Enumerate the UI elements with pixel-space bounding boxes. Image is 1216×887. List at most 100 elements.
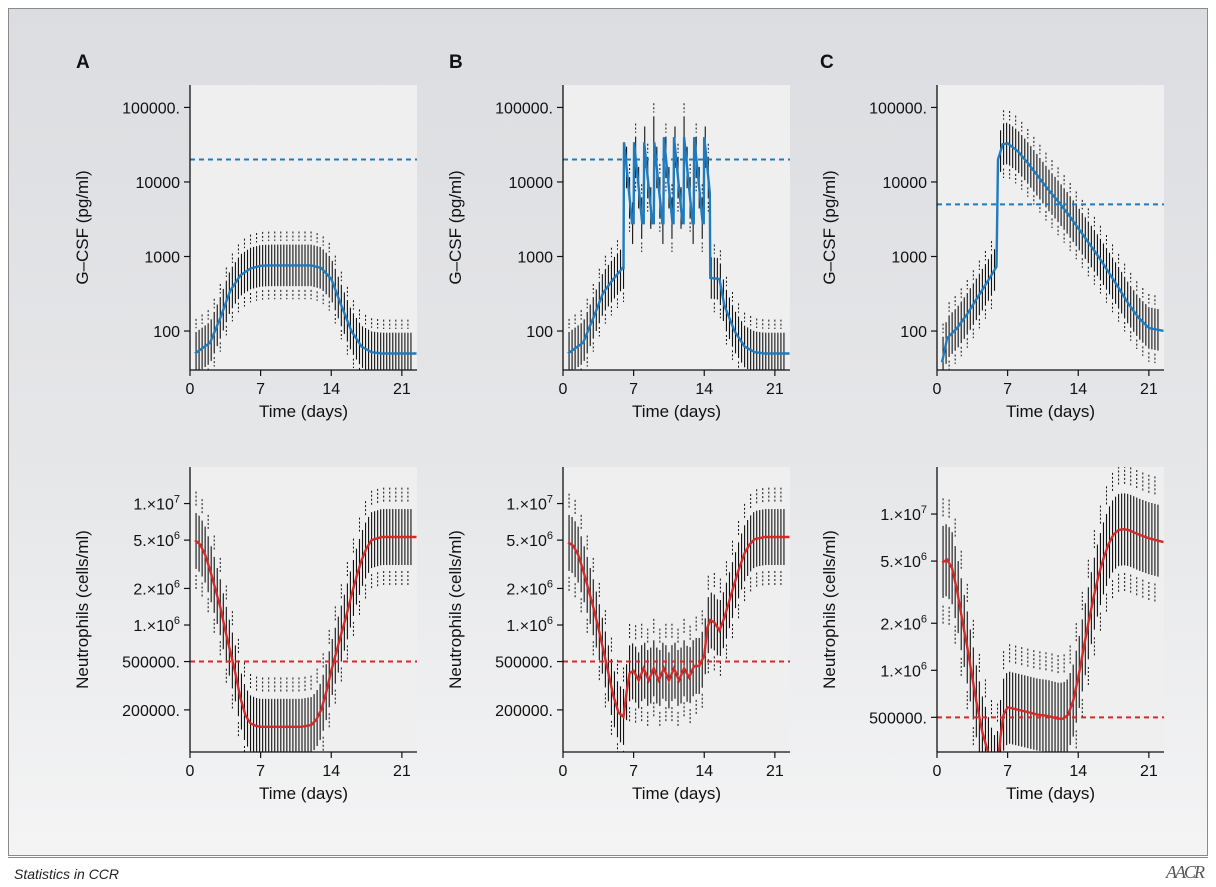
y-tick-label: 1000 — [144, 249, 180, 266]
y-tick-label: 200000. — [495, 703, 553, 720]
y-tick-label: 5.×106 — [880, 551, 927, 571]
plot-area — [190, 467, 417, 752]
y-tick-exponent: 6 — [547, 530, 553, 542]
x-tick-label: 14 — [322, 381, 340, 398]
y-tick-label: 100 — [153, 324, 180, 341]
x-axis-label: Time (days) — [632, 784, 721, 803]
x-tick-label: 7 — [256, 381, 265, 398]
x-tick-label: 21 — [1140, 381, 1158, 398]
panel-a-gcsf: 0 7 14 21 Time (days) 100 1000 10000 100000. G–CS… — [73, 85, 417, 421]
y-tick-label: 5.×106 — [133, 530, 180, 550]
y-tick-label: 100000. — [495, 100, 553, 117]
y-tick-label: 1.×107 — [506, 494, 553, 514]
y-tick-exponent: 6 — [921, 660, 927, 672]
x-axis-label: Time (days) — [259, 402, 348, 421]
x-tick-label: 0 — [186, 763, 195, 780]
neutrophil-curve — [941, 527, 1164, 752]
panel-b-gcsf: 0 7 14 21 Time (days) 100 1000 10000 100000. G–CS… — [446, 85, 790, 421]
x-tick-label: 21 — [1140, 763, 1158, 780]
y-tick-exponent: 6 — [921, 551, 927, 563]
y-axis-label: Neutrophils (cells/ml) — [446, 530, 465, 689]
x-tick-label: 0 — [559, 381, 568, 398]
y-tick-exponent: 6 — [547, 615, 553, 627]
x-tick-label: 7 — [1003, 763, 1012, 780]
y-tick-label: 200000. — [122, 703, 180, 720]
x-axis-label: Time (days) — [632, 402, 721, 421]
plot-area — [190, 85, 417, 370]
y-tick-label: 1.×107 — [133, 494, 180, 514]
y-tick-label: 100 — [900, 324, 927, 341]
y-tick-exponent: 6 — [174, 578, 180, 590]
publisher-logo: AACR — [1166, 862, 1205, 882]
panel-a-neutrophils: 0 7 14 21 Time (days) 200000. 500000. 1.×106 2.×… — [73, 467, 417, 803]
y-tick-label: 500000. — [869, 710, 927, 727]
footer-divider — [8, 857, 1208, 858]
journal-label: Statistics in CCR — [14, 866, 120, 882]
x-tick-label: 0 — [933, 763, 942, 780]
y-tick-exponent: 7 — [547, 494, 553, 506]
x-axis-label: Time (days) — [1006, 402, 1095, 421]
y-tick-label: 1.×106 — [133, 615, 180, 635]
y-tick-label: 1.×106 — [506, 615, 553, 635]
y-tick-label: 100 — [526, 324, 553, 341]
x-tick-label: 21 — [393, 763, 411, 780]
x-tick-label: 0 — [933, 381, 942, 398]
y-tick-exponent: 6 — [174, 615, 180, 627]
x-tick-label: 14 — [695, 381, 713, 398]
panel-letter-a: A — [76, 52, 90, 73]
y-tick-label: 1000 — [517, 249, 553, 266]
panel-letter-b: B — [449, 52, 463, 73]
x-tick-label: 14 — [695, 763, 713, 780]
gcsf-curve — [194, 264, 417, 355]
gcsf-curve — [940, 142, 1164, 363]
y-tick-label: 10000 — [883, 175, 928, 192]
neutrophil-curve — [194, 535, 417, 728]
y-axis-label: Neutrophils (cells/ml) — [820, 530, 839, 689]
y-tick-label: 10000 — [509, 175, 554, 192]
y-tick-label: 500000. — [495, 655, 553, 672]
x-tick-label: 7 — [256, 763, 265, 780]
y-axis-label: G–CSF (pg/ml) — [820, 170, 839, 284]
plot-area — [937, 467, 1164, 752]
y-tick-exponent: 6 — [547, 578, 553, 590]
y-tick-label: 5.×106 — [506, 530, 553, 550]
y-axis-label: G–CSF (pg/ml) — [446, 170, 465, 284]
x-tick-label: 14 — [1069, 381, 1087, 398]
y-tick-exponent: 7 — [921, 504, 927, 516]
panel-c-gcsf: 0 7 14 21 Time (days) 100 1000 10000 100000. G–CS… — [820, 85, 1164, 421]
y-axis-label: Neutrophils (cells/ml) — [73, 530, 92, 689]
panel-letter-c: C — [820, 52, 834, 73]
y-tick-exponent: 7 — [174, 494, 180, 506]
x-tick-label: 21 — [393, 381, 411, 398]
x-axis-label: Time (days) — [1006, 784, 1095, 803]
plot-area — [563, 467, 790, 752]
y-tick-label: 1000 — [891, 249, 927, 266]
x-tick-label: 7 — [1003, 381, 1012, 398]
y-tick-label: 2.×106 — [133, 578, 180, 598]
x-tick-label: 14 — [1069, 763, 1087, 780]
x-axis-label: Time (days) — [259, 784, 348, 803]
y-tick-label: 1.×107 — [880, 504, 927, 524]
plot-area — [937, 85, 1164, 370]
y-tick-exponent: 6 — [174, 530, 180, 542]
panel-c-neutrophils: 0 7 14 21 Time (days) 500000. 1.×106 2.×106 5.×1… — [820, 467, 1164, 803]
y-axis-label: G–CSF (pg/ml) — [73, 170, 92, 284]
y-tick-label: 500000. — [122, 655, 180, 672]
y-tick-exponent: 6 — [921, 613, 927, 625]
x-tick-label: 21 — [766, 763, 784, 780]
y-tick-label: 100000. — [869, 100, 927, 117]
y-tick-label: 10000 — [136, 175, 181, 192]
y-tick-label: 2.×106 — [880, 613, 927, 633]
y-tick-label: 1.×106 — [880, 660, 927, 680]
x-tick-label: 0 — [559, 763, 568, 780]
y-tick-label: 100000. — [122, 100, 180, 117]
x-tick-label: 7 — [629, 763, 638, 780]
plot-area — [563, 85, 790, 370]
gcsf-curve — [567, 136, 790, 355]
x-tick-label: 14 — [322, 763, 340, 780]
x-tick-label: 21 — [766, 381, 784, 398]
x-tick-label: 7 — [629, 381, 638, 398]
y-tick-label: 2.×106 — [506, 578, 553, 598]
neutrophil-curve — [567, 535, 790, 720]
